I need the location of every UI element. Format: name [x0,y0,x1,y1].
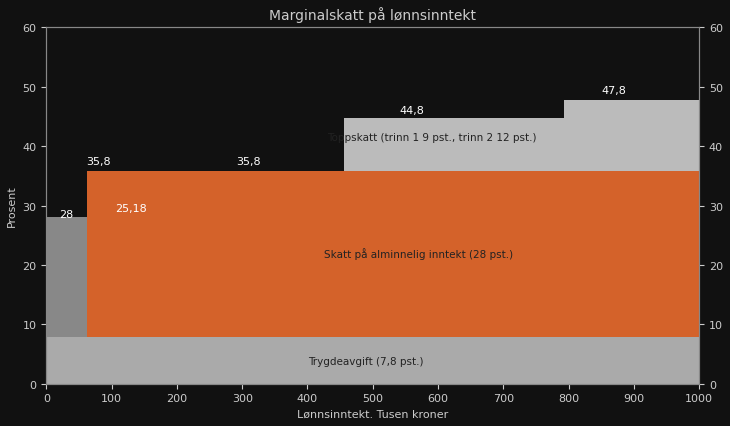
Text: 25,18: 25,18 [115,204,147,214]
Bar [344,118,564,172]
Bar [564,172,699,338]
Text: 28: 28 [59,210,73,220]
X-axis label: Lønnsinntekt. Tusen kroner: Lønnsinntekt. Tusen kroner [297,409,448,419]
Text: Toppskatt (trinn 1 9 pst., trinn 2 12 pst.): Toppskatt (trinn 1 9 pst., trinn 2 12 ps… [327,133,537,143]
Bar [88,172,344,338]
Bar [344,172,564,338]
Text: 35,8: 35,8 [86,157,111,167]
Bar [564,101,699,172]
Y-axis label: Prosent: Prosent [7,185,17,227]
Bar [46,338,699,384]
Text: Skatt på alminnelig inntekt (28 pst.): Skatt på alminnelig inntekt (28 pst.) [324,248,513,259]
Text: 47,8: 47,8 [602,86,627,95]
Text: 35,8: 35,8 [237,157,261,167]
Text: 44,8: 44,8 [399,106,424,116]
Title: Marginalskatt på lønnsinntekt: Marginalskatt på lønnsinntekt [269,7,476,23]
Bar [46,218,88,338]
Text: Trygdeavgift (7,8 pst.): Trygdeavgift (7,8 pst.) [309,356,424,366]
